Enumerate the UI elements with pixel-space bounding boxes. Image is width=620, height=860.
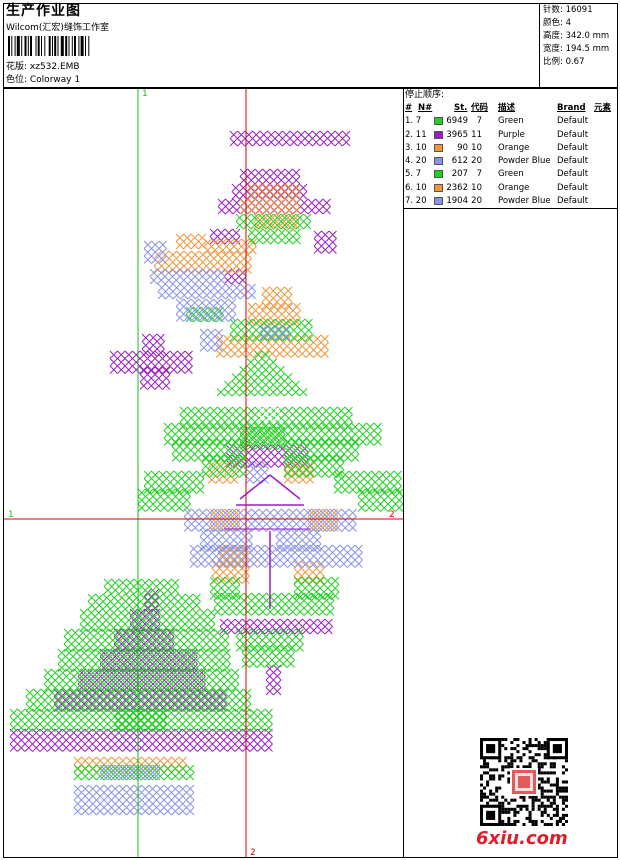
- sequence-row: 3. 10 90 10 Orange Default: [404, 142, 618, 155]
- stitch-group: [9, 213, 403, 781]
- watermark-logo: 6xiu.com: [476, 828, 568, 849]
- page-title: 生产作业图: [6, 3, 81, 19]
- color-swatch: [434, 117, 443, 126]
- row-description: Purple: [498, 129, 525, 140]
- sequence-row: 1. 7 6949 7 Green Default: [404, 115, 618, 128]
- row-code: 11: [471, 129, 482, 140]
- row-stitches: 2362: [446, 182, 468, 193]
- sequence-row: 6. 10 2362 10 Orange Default: [404, 182, 618, 195]
- header-panel: [3, 3, 618, 88]
- row-code: 20: [471, 196, 482, 207]
- stat-stitches: 针数: 16091: [543, 5, 593, 15]
- stat-scale: 比例: 0.67: [543, 57, 585, 67]
- col-element: 元素: [594, 103, 612, 113]
- sequence-row: 4. 20 612 20 Powder Blue Default: [404, 155, 618, 168]
- stitch-group: [73, 183, 339, 773]
- row-stitches: 207: [451, 169, 468, 180]
- row-brand: Default: [557, 182, 589, 193]
- sequence-row: 7. 20 1904 20 Powder Blue Default: [404, 195, 618, 208]
- color-swatch: [434, 197, 443, 206]
- stop-sequence-panel: [403, 88, 618, 858]
- row-description: Powder Blue: [498, 156, 551, 167]
- row-stitches: 612: [451, 156, 468, 167]
- col-st: St.: [454, 103, 468, 113]
- stat-colors: 颜色: 4: [543, 18, 571, 28]
- row-number: 4. 20: [405, 156, 427, 167]
- row-number: 2. 11: [405, 129, 427, 140]
- color-swatch: [434, 130, 443, 139]
- stitch-group: [73, 240, 363, 816]
- colorway-label: 色位: Colorway 1: [6, 75, 81, 85]
- embroidery-design: 1 1 2 2: [4, 89, 403, 857]
- row-brand: Default: [557, 142, 589, 153]
- row-brand: Default: [557, 156, 589, 167]
- sequence-row: 2. 11 3965 11 Purple Default: [404, 129, 618, 142]
- axis-label-v-bottom: 2: [250, 848, 256, 857]
- barcode-icon: [8, 36, 90, 56]
- row-number: 3. 10: [405, 142, 427, 153]
- row-description: Orange: [498, 182, 530, 193]
- sequence-divider: [404, 208, 618, 209]
- col-code: 代码: [471, 103, 489, 113]
- color-swatch: [434, 143, 443, 152]
- row-description: Orange: [498, 142, 530, 153]
- row-brand: Default: [557, 169, 589, 180]
- row-number: 6. 10: [405, 182, 427, 193]
- row-code: 7: [476, 116, 482, 127]
- stop-sequence-title: 停止顺序:: [405, 90, 445, 100]
- row-brand: Default: [557, 116, 589, 127]
- row-description: Powder Blue: [498, 196, 551, 207]
- row-code: 10: [471, 142, 482, 153]
- row-stitches: 90: [457, 142, 468, 153]
- row-brand: Default: [557, 129, 589, 140]
- row-brand: Default: [557, 196, 589, 207]
- axis-label-h-left: 1: [8, 510, 14, 520]
- qr-code-icon: [480, 738, 568, 826]
- axis-label-v-top: 1: [142, 89, 148, 99]
- row-description: Green: [498, 116, 524, 127]
- row-number: 7. 20: [405, 196, 427, 207]
- row-code: 20: [471, 156, 482, 167]
- stat-height: 高度: 342.0 mm: [543, 31, 610, 41]
- sequence-row: 5. 7 207 7 Green Default: [404, 168, 618, 181]
- col-num: #: [405, 103, 413, 113]
- stop-sequence-table: # N# St. 代码 描述 Brand 元素 1. 7 6949 7 Green De…: [404, 102, 618, 208]
- stitch-group: [257, 398, 281, 422]
- row-stitches: 6949: [446, 116, 468, 127]
- col-n: N#: [418, 103, 433, 113]
- color-swatch: [434, 170, 443, 179]
- row-number: 1. 7: [405, 116, 422, 127]
- row-stitches: 3965: [446, 129, 468, 140]
- color-swatch: [434, 183, 443, 192]
- design-file-label: 花版: xz532.EMB: [6, 62, 80, 72]
- axis-label-h-right: 2: [389, 510, 395, 520]
- row-stitches: 1904: [446, 196, 468, 207]
- stat-width: 宽度: 194.5 mm: [543, 44, 610, 54]
- company-name: Wilcom(汇宏)缝饰工作室: [6, 23, 109, 33]
- row-code: 7: [476, 169, 482, 180]
- row-number: 5. 7: [405, 169, 422, 180]
- header-divider: [539, 3, 540, 88]
- color-swatch: [434, 157, 443, 166]
- col-desc: 描述: [498, 103, 516, 113]
- table-header-row: # N# St. 代码 描述 Brand 元素: [404, 102, 618, 115]
- row-code: 10: [471, 182, 482, 193]
- col-brand: Brand: [557, 103, 586, 113]
- row-description: Green: [498, 169, 524, 180]
